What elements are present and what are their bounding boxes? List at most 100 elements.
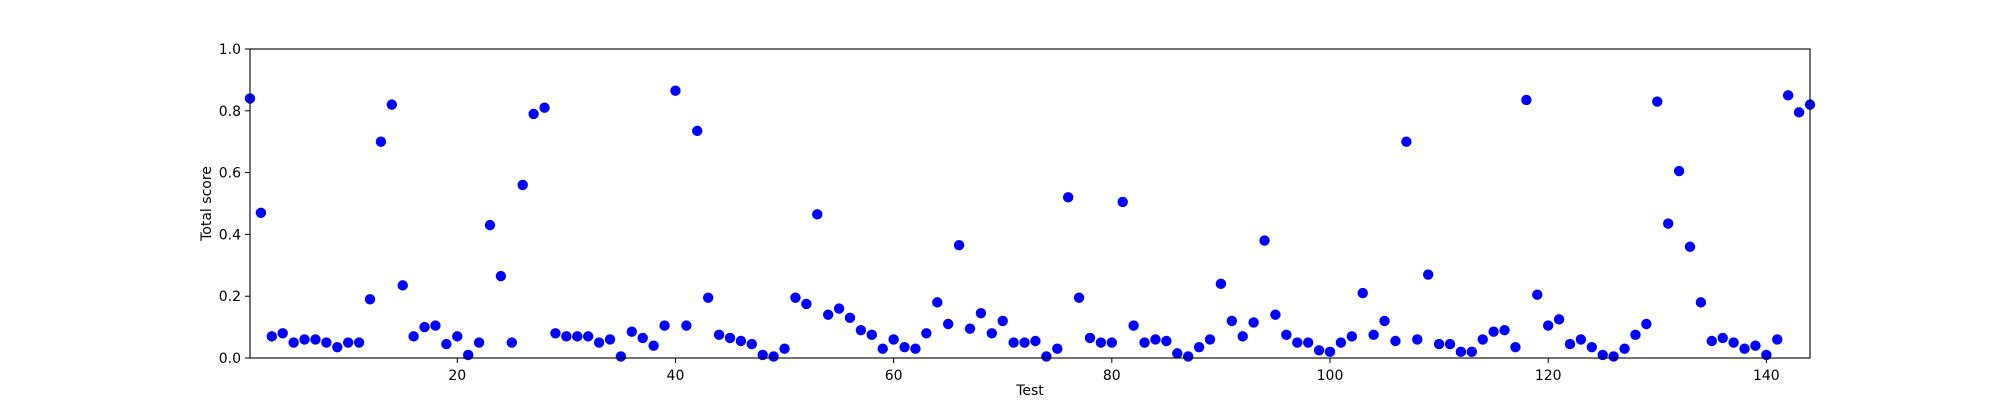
data-point bbox=[452, 331, 463, 342]
data-point bbox=[1521, 94, 1532, 106]
data-point bbox=[1412, 334, 1423, 345]
x-tick-label: 100 bbox=[1317, 368, 1344, 384]
data-point bbox=[1662, 218, 1674, 229]
data-point bbox=[702, 292, 714, 303]
data-point bbox=[1215, 278, 1227, 290]
x-axis-label: Test bbox=[1015, 383, 1044, 399]
data-point bbox=[517, 179, 528, 191]
data-point bbox=[1477, 334, 1488, 345]
data-point bbox=[833, 303, 845, 314]
data-point bbox=[1324, 346, 1336, 358]
data-point bbox=[1150, 334, 1161, 345]
y-axis-label: Total score bbox=[199, 166, 215, 242]
data-point bbox=[1575, 334, 1587, 345]
data-point bbox=[528, 108, 539, 120]
data-point bbox=[1466, 346, 1478, 358]
data-point bbox=[495, 270, 507, 282]
ticks-layer: 20 40 60 80 100 120 140 0.0 0.2 0.4 0.6 0.8 1.0 bbox=[219, 42, 1780, 384]
data-point bbox=[724, 332, 736, 344]
data-point bbox=[1608, 351, 1619, 362]
y-tick-label: 0.8 bbox=[219, 104, 241, 120]
data-point bbox=[1062, 192, 1074, 203]
data-point bbox=[942, 318, 954, 330]
data-point bbox=[866, 329, 878, 341]
data-point bbox=[266, 331, 278, 342]
data-point bbox=[1030, 335, 1041, 347]
data-point bbox=[659, 320, 670, 331]
data-point bbox=[1204, 334, 1216, 345]
data-point bbox=[342, 337, 354, 348]
y-tick-label: 0.0 bbox=[219, 351, 241, 367]
x-tick-label: 120 bbox=[1535, 368, 1562, 384]
data-point bbox=[932, 297, 943, 308]
data-point bbox=[1564, 338, 1576, 350]
data-point bbox=[801, 298, 812, 310]
data-point bbox=[1292, 337, 1303, 348]
x-tick-label: 140 bbox=[1753, 368, 1780, 384]
data-point bbox=[626, 326, 638, 337]
data-point bbox=[397, 280, 408, 291]
data-point bbox=[877, 343, 888, 354]
data-point bbox=[1695, 297, 1707, 308]
data-point bbox=[888, 334, 899, 345]
data-point bbox=[1335, 337, 1347, 348]
data-point bbox=[670, 85, 681, 96]
data-point bbox=[1728, 337, 1739, 348]
y-tick-label: 0.6 bbox=[219, 166, 241, 182]
data-point bbox=[1237, 331, 1248, 342]
data-point bbox=[964, 323, 976, 334]
data-point bbox=[746, 338, 758, 350]
data-point bbox=[1041, 351, 1052, 362]
data-point bbox=[310, 334, 321, 345]
data-point bbox=[255, 207, 267, 218]
data-point bbox=[1717, 332, 1728, 344]
x-tick-label: 60 bbox=[885, 368, 903, 384]
data-point bbox=[1052, 343, 1063, 354]
data-point bbox=[768, 351, 779, 362]
data-point bbox=[1641, 318, 1652, 330]
y-tick-label: 0.4 bbox=[219, 227, 241, 243]
data-point bbox=[953, 240, 965, 251]
data-point bbox=[1772, 334, 1783, 345]
data-point bbox=[1433, 338, 1445, 350]
data-point bbox=[910, 343, 921, 354]
data-point bbox=[1586, 341, 1598, 353]
points-layer bbox=[244, 85, 1816, 362]
data-point bbox=[1684, 241, 1696, 252]
data-point bbox=[1182, 351, 1194, 362]
data-point bbox=[441, 338, 452, 350]
data-point bbox=[321, 337, 332, 348]
data-point bbox=[1553, 314, 1565, 325]
data-point bbox=[1106, 337, 1118, 348]
data-point bbox=[1302, 337, 1314, 348]
data-point bbox=[539, 102, 550, 113]
data-point bbox=[1368, 329, 1379, 341]
data-point bbox=[1673, 165, 1685, 177]
data-point bbox=[822, 309, 834, 320]
data-point bbox=[1532, 289, 1543, 300]
data-point bbox=[473, 337, 485, 348]
data-point bbox=[484, 219, 496, 231]
data-point bbox=[419, 321, 430, 333]
data-point bbox=[735, 335, 747, 347]
data-point bbox=[604, 334, 616, 345]
data-point bbox=[1139, 337, 1150, 348]
data-point bbox=[1782, 90, 1794, 101]
data-point bbox=[615, 351, 627, 362]
x-tick-label: 80 bbox=[1103, 368, 1121, 384]
x-tick-label: 20 bbox=[448, 368, 466, 384]
data-point bbox=[561, 331, 572, 342]
data-point bbox=[299, 334, 310, 345]
data-point bbox=[1193, 341, 1205, 353]
data-point bbox=[593, 337, 605, 348]
data-point bbox=[1379, 315, 1390, 327]
data-point bbox=[1346, 331, 1358, 342]
data-point bbox=[1488, 326, 1499, 337]
data-point bbox=[692, 125, 703, 137]
x-tick-label: 40 bbox=[667, 368, 685, 384]
data-point bbox=[1357, 287, 1368, 299]
data-point bbox=[975, 307, 987, 319]
data-point bbox=[855, 324, 867, 336]
data-point bbox=[506, 337, 518, 348]
